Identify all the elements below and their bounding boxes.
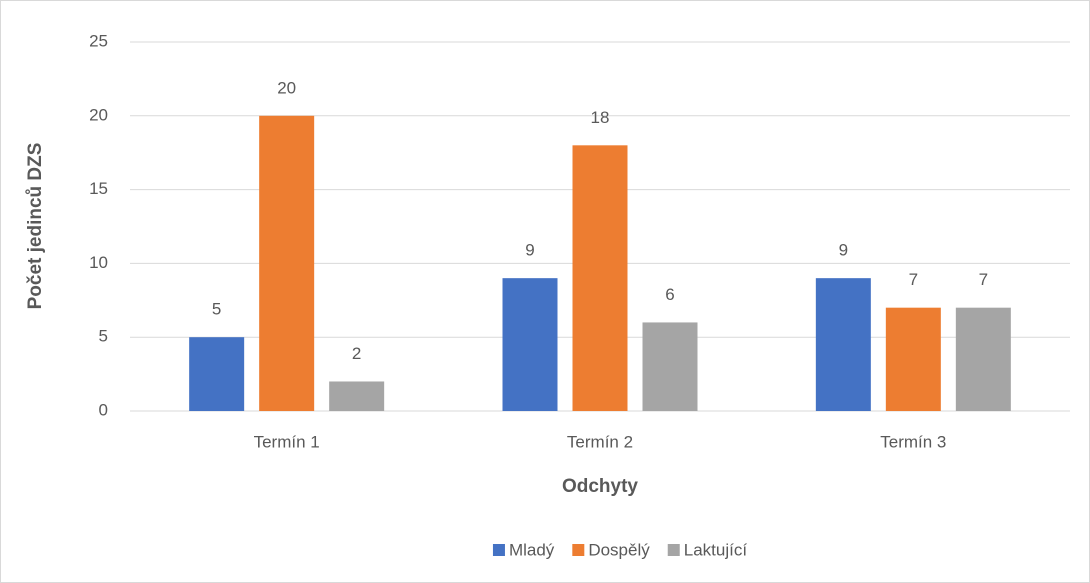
legend-label: Mladý [509, 540, 555, 559]
y-tick-label: 15 [89, 179, 108, 198]
y-tick-label: 10 [89, 253, 108, 272]
y-tick-label: 20 [89, 105, 108, 124]
bar [329, 381, 385, 411]
bar [189, 337, 245, 411]
data-label: 20 [277, 78, 296, 97]
x-tick-label: Termín 2 [567, 432, 633, 451]
data-label: 9 [839, 241, 848, 260]
bar [259, 115, 315, 412]
legend-label: Laktující [684, 540, 748, 559]
legend-label: Dospělý [588, 540, 650, 559]
x-tick-label: Termín 3 [880, 432, 946, 451]
x-axis-title: Odchyty [562, 476, 638, 497]
legend-swatch [492, 544, 505, 556]
bar [502, 278, 558, 411]
data-label: 18 [591, 108, 610, 127]
bar [885, 307, 941, 411]
bar [955, 307, 1011, 411]
data-label: 7 [909, 270, 918, 289]
data-label: 5 [212, 300, 221, 319]
y-tick-label: 25 [89, 31, 108, 50]
bar [642, 322, 698, 411]
y-tick-label: 0 [99, 400, 108, 419]
data-label: 2 [352, 344, 361, 363]
legend-swatch [667, 544, 680, 556]
legend-swatch [572, 544, 585, 556]
data-label: 7 [979, 270, 988, 289]
bar [572, 145, 628, 411]
y-tick-label: 5 [99, 327, 108, 346]
bar [815, 278, 871, 411]
data-label: 9 [525, 241, 534, 260]
data-label: 6 [665, 285, 674, 304]
x-tick-label: Termín 1 [254, 432, 320, 451]
y-axis-title: Počet jedinců DZS [25, 143, 46, 310]
